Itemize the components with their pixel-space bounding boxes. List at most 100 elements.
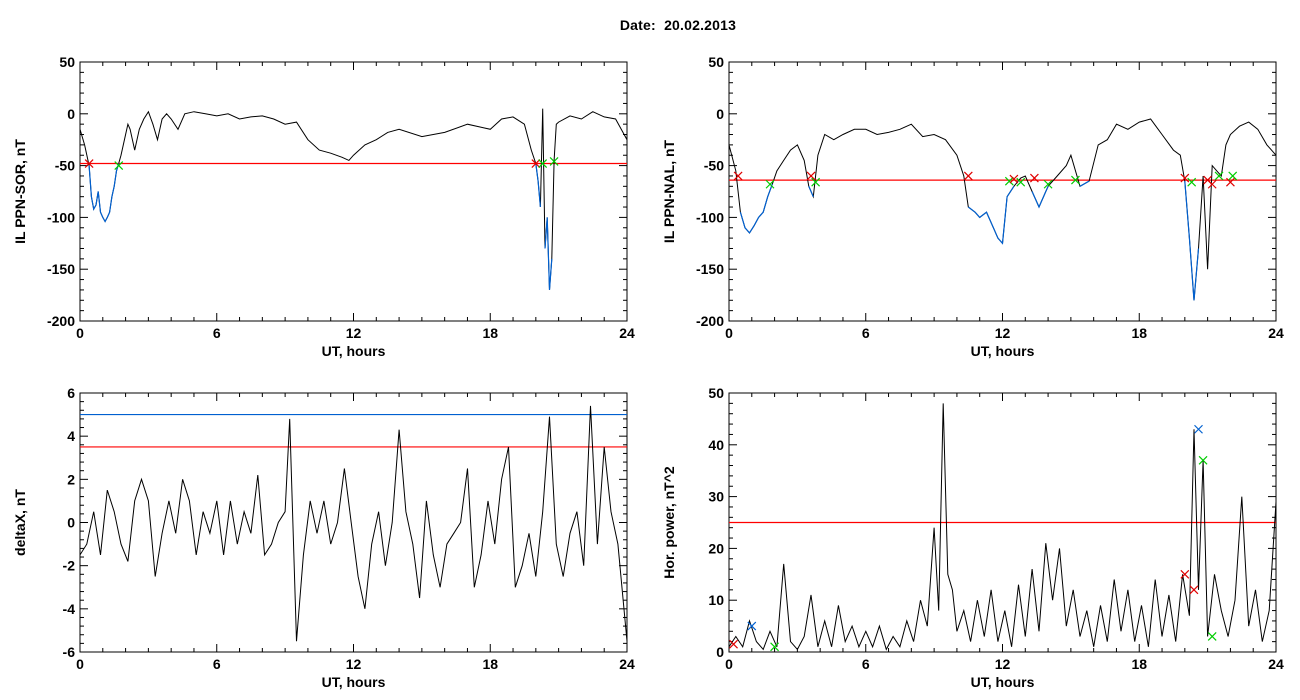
x-tick-label: 0	[76, 325, 84, 341]
marker-stroke	[1228, 171, 1238, 181]
x-tick-label: 24	[1268, 656, 1284, 672]
y-tick-label: 0	[67, 515, 75, 531]
x-tick-label: 12	[995, 325, 1011, 341]
y-tick-label: -2	[63, 558, 76, 574]
marker-red	[806, 171, 816, 181]
y-tick-label: 2	[67, 471, 75, 487]
data-series-highlight	[535, 163, 541, 208]
plot-frame	[79, 61, 628, 322]
marker-green	[770, 642, 780, 652]
date-label: Date:	[619, 17, 656, 33]
y-tick-label: 0	[716, 644, 724, 660]
x-axis-label: UT, hours	[322, 674, 386, 690]
marker-green	[1004, 176, 1014, 186]
y-tick-label: -100	[47, 209, 75, 225]
marker-stroke	[1194, 424, 1203, 434]
data-series-line	[80, 108, 627, 290]
marker-red	[1180, 569, 1190, 579]
y-tick-label: 20	[708, 540, 724, 556]
series-group	[729, 118, 1276, 301]
marker-green	[1016, 177, 1026, 187]
marker-red	[1009, 174, 1019, 184]
marker-green	[1214, 171, 1224, 181]
date-value: 20.02.2013	[664, 17, 737, 33]
chart-panel-ppn-nal: 0 6 12 18 24 50 0 -50 -100 -150 -200 UT, hours IL PP…	[661, 54, 1284, 359]
marker-green	[549, 157, 559, 166]
marker-red	[963, 171, 973, 181]
marker-green	[1071, 175, 1080, 185]
x-tick-label: 24	[1268, 325, 1284, 341]
marker-stroke	[1207, 179, 1217, 189]
y-axis-label: deltaX, nT	[12, 489, 28, 556]
data-series-line	[729, 403, 1276, 651]
y-tick-label: 50	[59, 54, 75, 70]
x-tick-label: 18	[482, 656, 498, 672]
marker-red	[1207, 179, 1217, 189]
marker-green	[811, 177, 821, 187]
marker-stroke	[549, 157, 559, 166]
marker-stroke	[1180, 173, 1190, 183]
data-series-line	[80, 405, 627, 642]
y-tick-label: -50	[55, 158, 75, 174]
marker-stroke	[1207, 632, 1217, 641]
marker-stroke	[1198, 455, 1208, 465]
marker-stroke	[84, 159, 94, 168]
x-tick-label: 24	[619, 325, 635, 341]
marker-blue	[1194, 424, 1203, 434]
marker-red	[531, 159, 541, 168]
marker-red	[1180, 173, 1190, 183]
marker-red	[84, 159, 94, 168]
marker-green	[1207, 632, 1217, 641]
x-axis-label: UT, hours	[971, 674, 1035, 690]
y-tick-label: -6	[63, 644, 76, 660]
data-series-line	[729, 118, 1276, 301]
marker-stroke	[531, 159, 541, 168]
x-tick-label: 6	[213, 656, 221, 672]
y-tick-label: 4	[67, 428, 75, 444]
x-tick-label: 0	[725, 656, 733, 672]
marker-stroke	[1187, 177, 1197, 187]
marker-stroke	[770, 642, 780, 652]
marker-stroke	[1029, 173, 1039, 183]
marker-stroke	[114, 161, 124, 171]
x-tick-label: 12	[995, 656, 1011, 672]
marker-stroke	[729, 639, 738, 649]
marker-blue	[747, 621, 757, 631]
x-tick-label: 6	[213, 325, 221, 341]
marker-red	[1225, 177, 1235, 187]
marker-stroke	[538, 159, 548, 168]
x-tick-label: 18	[1131, 656, 1147, 672]
y-tick-label: -150	[47, 261, 75, 277]
marker-stroke	[1004, 176, 1014, 186]
marker-stroke	[806, 171, 816, 181]
x-tick-label: 0	[725, 325, 733, 341]
data-series-highlight	[1031, 186, 1049, 209]
marker-stroke	[1214, 171, 1224, 181]
x-tick-label: 6	[862, 656, 870, 672]
data-series-highlight	[544, 217, 553, 290]
plot-frame	[79, 392, 628, 653]
y-tick-label: 0	[716, 106, 724, 122]
y-tick-label: 6	[67, 385, 75, 401]
marker-red	[733, 171, 743, 181]
marker-stroke	[1071, 175, 1080, 185]
x-tick-label: 18	[482, 325, 498, 341]
y-tick-label: -150	[696, 261, 724, 277]
chart-panel-hor-power: 0 6 12 18 24 50 40 30 20 10 0 UT, hours Hor. power, …	[661, 385, 1284, 690]
marker-stroke	[733, 171, 743, 181]
marker-red	[729, 639, 738, 649]
x-tick-label: 0	[76, 656, 84, 672]
y-tick-label: -4	[63, 601, 76, 617]
marker-stroke	[747, 621, 757, 631]
y-tick-label: 50	[708, 54, 724, 70]
x-tick-label: 12	[346, 325, 362, 341]
y-tick-label: 50	[708, 385, 724, 401]
marker-stroke	[1180, 569, 1190, 579]
marker-red	[1029, 173, 1039, 183]
x-tick-label: 24	[619, 656, 635, 672]
y-tick-label: 30	[708, 489, 724, 505]
chart-panel-deltax: 0 6 12 18 24 6 4 2 0 -2 -4 -6 UT, hours deltaX, nT	[12, 385, 635, 690]
series-group	[80, 108, 627, 290]
data-series-highlight	[967, 185, 1015, 245]
